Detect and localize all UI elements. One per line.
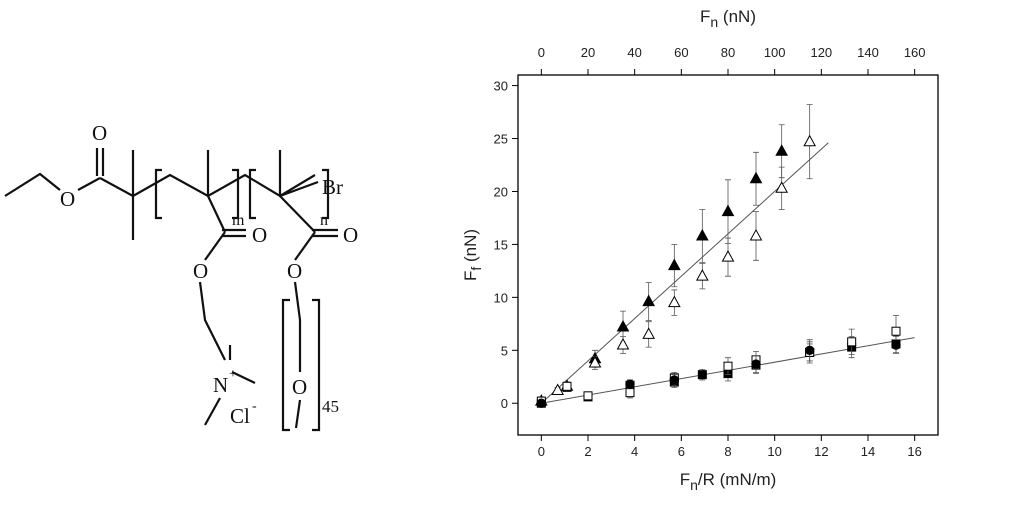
atom-label: Cl <box>230 404 250 428</box>
marker <box>669 375 680 385</box>
atom-label: N <box>213 373 228 397</box>
x2-tick-label: 60 <box>674 45 688 60</box>
x2-axis-label-part: (nN) <box>718 7 756 26</box>
x2-tick-label: 40 <box>627 45 641 60</box>
x-tick-label: 0 <box>538 444 545 459</box>
y-tick-label: 30 <box>494 79 508 94</box>
chemical-structure: O O m Br n O O O O N + Cl - O 45 <box>4 121 358 432</box>
x2-tick-label: 0 <box>538 45 545 60</box>
marker <box>642 294 656 307</box>
x2-tick-label: 120 <box>810 45 832 60</box>
marker <box>588 355 602 368</box>
marker <box>551 383 565 396</box>
fit-line <box>540 142 829 404</box>
x2-tick-label: 100 <box>764 45 786 60</box>
x-axis-label-part: n <box>690 477 698 493</box>
marker <box>803 134 817 147</box>
x2-tick-label: 20 <box>581 45 595 60</box>
x2-axis-label: Fn (nN) <box>700 7 756 30</box>
marker <box>562 381 572 391</box>
marker <box>695 228 709 241</box>
marker <box>723 361 733 371</box>
marker <box>847 337 857 347</box>
bonds <box>4 148 338 429</box>
y-axis-label-part: F <box>461 271 480 281</box>
atom-label: n <box>320 212 328 229</box>
atom-label: O <box>343 223 358 247</box>
marker <box>891 326 901 336</box>
atom-label: O <box>292 375 307 399</box>
y-tick-label: 0 <box>501 396 508 411</box>
x-tick-label: 2 <box>584 444 591 459</box>
marker <box>667 295 681 308</box>
marker <box>667 258 681 271</box>
y-tick-label: 10 <box>494 290 508 305</box>
atom-label: O <box>193 259 208 283</box>
atom-label: m <box>232 212 245 229</box>
atom-label: Br <box>322 175 343 199</box>
x-tick-label: 4 <box>631 444 638 459</box>
x-tick-label: 10 <box>767 444 781 459</box>
x2-tick-label: 140 <box>857 45 879 60</box>
marker <box>583 391 593 401</box>
marker <box>804 345 815 355</box>
y-axis-label: Ff (nN) <box>461 229 484 281</box>
x-tick-label: 8 <box>724 444 731 459</box>
chart: 0 2 4 6 8 10 12 14 160 20 40 60 80 100 120 140 160051015… <box>461 7 939 493</box>
marker <box>749 171 763 184</box>
marker <box>695 269 709 281</box>
x-tick-label: 16 <box>907 444 921 459</box>
y-tick-label: 25 <box>494 132 508 147</box>
marker <box>616 337 630 350</box>
x-tick-label: 14 <box>861 444 875 459</box>
marker <box>891 340 901 350</box>
atom-label: + <box>229 367 237 382</box>
y-axis-label-part: (nN) <box>461 229 480 267</box>
marker <box>625 388 635 398</box>
marker <box>625 379 635 389</box>
y-axis-label-part: f <box>468 267 484 271</box>
brackets <box>154 168 330 432</box>
atom-label: O <box>60 187 75 211</box>
marker <box>775 181 789 193</box>
y-tick-label: 5 <box>501 343 508 358</box>
atom-label: O <box>92 121 107 145</box>
x2-axis-label-part: F <box>700 7 710 26</box>
y-tick-label: 15 <box>494 237 508 252</box>
y-tick-label: 20 <box>494 184 508 199</box>
marker <box>749 228 763 241</box>
x-tick-label: 12 <box>814 444 828 459</box>
marker <box>616 319 630 332</box>
marker <box>642 327 656 339</box>
marker <box>721 204 735 217</box>
x-axis-label: Fn/R (mN/m) <box>680 470 777 493</box>
atom-label: O <box>287 259 302 283</box>
marker <box>751 359 761 369</box>
marker <box>775 144 789 156</box>
x-axis-label-part: /R (mN/m) <box>698 470 776 489</box>
x-axis-label-part: F <box>680 470 690 489</box>
marker <box>721 250 735 262</box>
marker <box>697 370 707 380</box>
atom-label: - <box>252 399 257 414</box>
x-tick-label: 6 <box>678 444 685 459</box>
atom-label: 45 <box>322 397 339 416</box>
atom-label: O <box>252 223 267 247</box>
x2-axis-label-part: n <box>710 14 718 30</box>
x2-tick-label: 80 <box>721 45 735 60</box>
x2-tick-label: 160 <box>904 45 926 60</box>
marker <box>536 398 547 408</box>
